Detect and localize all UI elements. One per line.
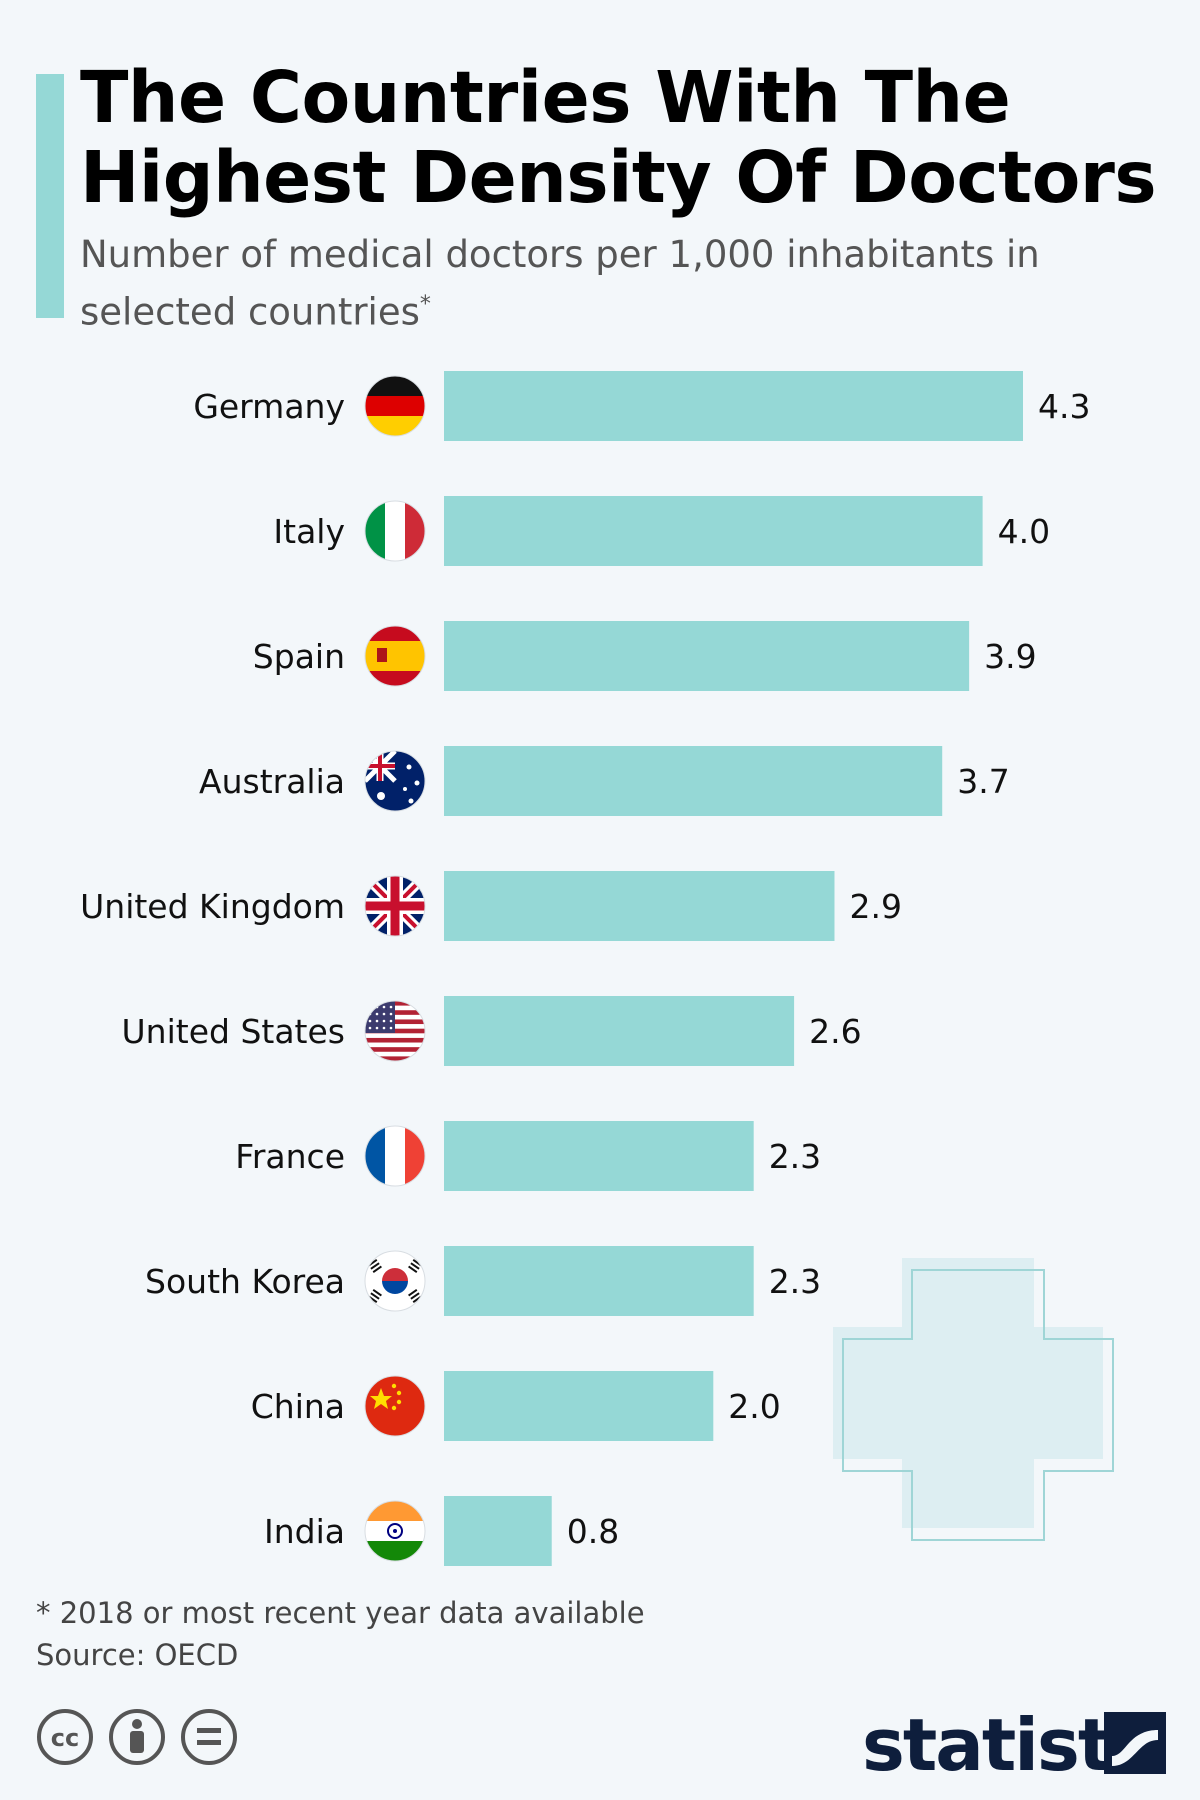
bar-china	[444, 1371, 714, 1441]
category-label: France	[235, 1137, 345, 1176]
source-note: Source: OECD	[36, 1638, 239, 1672]
category-label: South Korea	[145, 1262, 345, 1301]
chart-subtitle: Number of medical doctors per 1,000 inha…	[80, 230, 1080, 337]
united-kingdom-flag-icon	[364, 875, 426, 937]
subtitle-text: Number of medical doctors per 1,000 inha…	[80, 233, 1040, 334]
category-label: Germany	[193, 387, 345, 426]
license-icons: cc	[37, 1709, 237, 1765]
france-flag-icon	[364, 1125, 426, 1187]
category-label: China	[251, 1387, 345, 1426]
bar-united-kingdom	[444, 871, 835, 941]
india-flag-icon	[364, 1500, 426, 1562]
united-states-flag-icon	[364, 1000, 426, 1062]
value-label: 2.0	[728, 1387, 780, 1426]
footnote: * 2018 or most recent year data availabl…	[36, 1592, 645, 1676]
category-label: India	[264, 1512, 345, 1551]
value-label: 2.6	[809, 1012, 861, 1051]
cc-icon: cc	[37, 1709, 93, 1765]
subtitle-footnote-mark: *	[419, 292, 431, 317]
value-label: 3.9	[984, 637, 1036, 676]
value-label: 2.3	[769, 1262, 821, 1301]
chart-title: The Countries With The Highest Density O…	[80, 56, 1157, 219]
value-label: 0.8	[567, 1512, 619, 1551]
bar-chart: Germany 4.3 Italy 4.0 Spain 3.9 Australia 3.7 Un…	[80, 371, 1114, 1566]
bar-india	[444, 1496, 552, 1566]
china-flag-icon	[364, 1375, 426, 1437]
category-label: Italy	[273, 512, 345, 551]
bar-spain	[444, 621, 970, 691]
south-korea-flag-icon	[364, 1250, 426, 1312]
svg-text:cc: cc	[51, 1724, 79, 1752]
category-label: Australia	[199, 762, 345, 801]
no-derivatives-icon	[181, 1709, 237, 1765]
germany-flag-icon	[364, 375, 426, 437]
attribution-icon	[109, 1709, 165, 1765]
australia-flag-icon	[364, 750, 426, 812]
bar-italy	[444, 496, 983, 566]
value-label: 2.3	[769, 1137, 821, 1176]
accent-bar	[36, 74, 64, 318]
bar-germany	[444, 371, 1023, 441]
category-label: Spain	[253, 637, 345, 676]
category-label: United Kingdom	[80, 887, 345, 926]
bar-united-states	[444, 996, 795, 1066]
value-label: 4.0	[998, 512, 1050, 551]
spain-flag-icon	[364, 625, 426, 687]
value-label: 4.3	[1038, 387, 1090, 426]
footnote-note: * 2018 or most recent year data availabl…	[36, 1596, 645, 1630]
bar-australia	[444, 746, 943, 816]
italy-flag-icon	[364, 500, 426, 562]
value-label: 3.7	[957, 762, 1009, 801]
medical-cross-icon	[833, 1258, 1114, 1541]
bar-france	[444, 1121, 754, 1191]
statista-mark-icon	[1104, 1712, 1166, 1774]
value-label: 2.9	[849, 887, 901, 926]
bar-south-korea	[444, 1246, 754, 1316]
category-label: United States	[122, 1012, 345, 1051]
